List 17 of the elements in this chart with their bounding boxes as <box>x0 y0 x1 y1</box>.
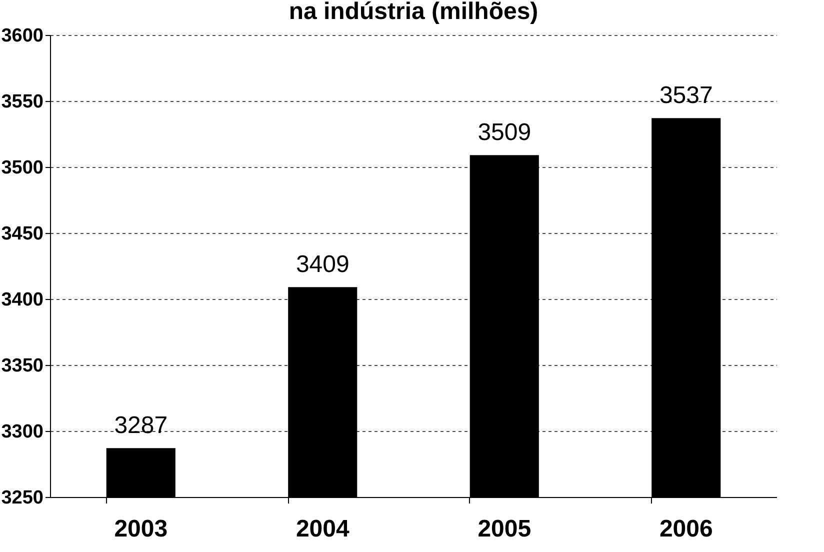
chart-title: na indústria (milhões) <box>288 0 538 25</box>
x-tick-label: 2003 <box>114 516 168 542</box>
y-tick-label: 3500 <box>1 158 44 178</box>
data-label: 3287 <box>114 412 168 440</box>
y-tick-label: 3550 <box>1 92 44 112</box>
y-tick-label: 3400 <box>1 290 44 310</box>
data-label: 3409 <box>296 251 350 278</box>
y-tick-label: 3250 <box>1 488 44 508</box>
x-tick-label: 2006 <box>659 516 713 542</box>
x-tick-label: 2004 <box>296 516 350 542</box>
y-tick-label: 3450 <box>1 224 44 244</box>
data-label: 3537 <box>659 82 713 110</box>
y-tick-label: 3600 <box>1 26 44 46</box>
y-tick-label: 3350 <box>1 356 44 376</box>
y-tick-label: 3300 <box>1 422 44 442</box>
x-tick-label: 2005 <box>478 516 532 542</box>
data-label: 3509 <box>478 119 532 146</box>
